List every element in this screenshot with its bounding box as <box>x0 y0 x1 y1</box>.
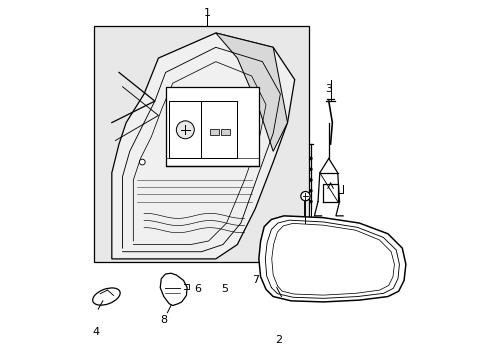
Circle shape <box>309 157 311 159</box>
Circle shape <box>139 159 145 165</box>
Polygon shape <box>215 33 287 151</box>
Polygon shape <box>160 273 187 306</box>
Circle shape <box>309 179 311 181</box>
Text: 5: 5 <box>221 284 228 294</box>
Polygon shape <box>112 33 294 259</box>
FancyBboxPatch shape <box>165 87 258 166</box>
Text: 4: 4 <box>92 327 99 337</box>
Ellipse shape <box>93 288 120 305</box>
Circle shape <box>300 192 309 201</box>
FancyBboxPatch shape <box>221 129 230 135</box>
Text: 3: 3 <box>325 84 331 94</box>
Circle shape <box>309 201 311 203</box>
Polygon shape <box>94 26 308 262</box>
Text: 6: 6 <box>194 284 201 294</box>
Text: 2: 2 <box>274 334 282 345</box>
Text: 7: 7 <box>251 275 258 285</box>
Text: 1: 1 <box>203 8 210 18</box>
FancyBboxPatch shape <box>210 129 219 135</box>
Circle shape <box>309 168 311 170</box>
Circle shape <box>309 190 311 192</box>
Text: 8: 8 <box>160 315 167 325</box>
Circle shape <box>176 121 194 139</box>
Polygon shape <box>258 216 405 302</box>
